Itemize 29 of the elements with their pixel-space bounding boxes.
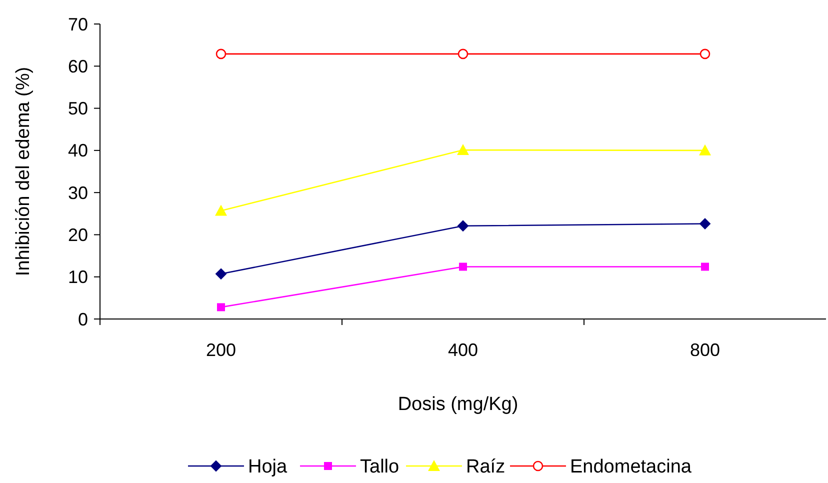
y-axis-title: Inhibición del edema (%) [13,66,34,276]
point [701,262,709,271]
legend-label: Tallo [360,456,400,478]
x-tick-label: 200 [206,340,236,360]
y-tick-label: 70 [68,14,88,34]
point [217,303,225,312]
point [699,144,711,156]
legend-label: Raíz [466,456,506,478]
y-tick-label: 50 [68,98,88,119]
x-tick-label: 400 [448,340,478,360]
point [215,204,227,216]
point [216,268,226,280]
point [459,262,467,271]
x-tick-label: 800 [690,340,720,360]
legend-label: Endometacina [570,456,692,478]
y-tick-label: 30 [68,182,88,203]
y-tick-label: 0 [78,309,88,330]
y-tick-label: 40 [68,140,88,161]
point [216,48,226,60]
point [458,48,468,60]
x-axis-title: Dosis (mg/Kg) [398,394,518,415]
point [700,48,710,60]
legend-label: Hoja [248,456,288,478]
point [700,218,710,230]
point [457,144,469,156]
y-tick-label: 20 [68,225,88,246]
y-tick-label: 10 [68,267,88,288]
y-tick-label: 60 [68,56,88,76]
point [458,220,468,232]
